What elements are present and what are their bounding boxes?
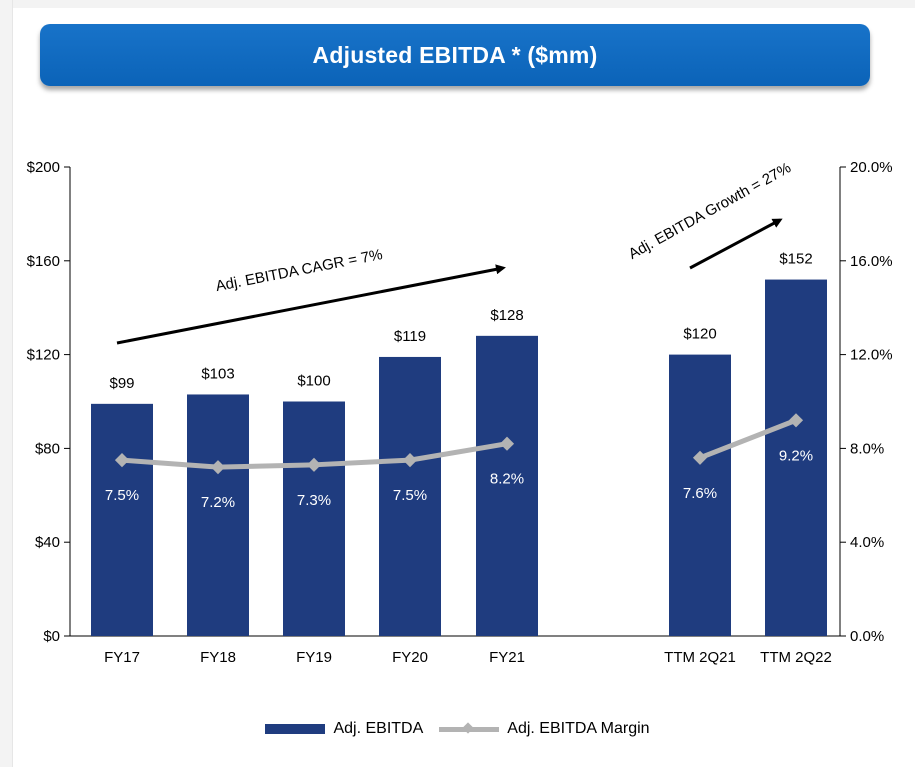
growth-annotation: Adj. EBITDA Growth = 27% [626, 159, 794, 263]
chart-legend: Adj. EBITDA Adj. EBITDA Margin [0, 720, 915, 738]
bar-value-label: $103 [201, 365, 234, 382]
cagr-annotation: Adj. EBITDA CAGR = 7% [214, 246, 384, 295]
x-tick-label: FY18 [200, 649, 236, 666]
margin-marker [499, 436, 515, 451]
margin-marker [402, 453, 418, 468]
y-tick-label-right: 0.0% [850, 628, 884, 645]
legend-bar-swatch [265, 724, 326, 734]
legend-diamond-marker [462, 721, 474, 734]
margin-value-label: 7.6% [683, 485, 717, 502]
axes-group: $0 $40 $80 $120 $160 $200 0.0% 4.0% 8.0% 12.0% 16.… [27, 159, 893, 666]
bar-value-label: $152 [779, 251, 812, 268]
x-tick-label: FY20 [392, 649, 428, 666]
x-tick-label: TTM 2Q22 [760, 649, 832, 666]
bar-value-label: $119 [394, 328, 426, 345]
margin-value-label: 7.2% [201, 494, 235, 511]
bar-adj-ebitda [476, 335, 538, 636]
bar-value-label: $100 [297, 373, 330, 390]
x-tick-label: TTM 2Q21 [664, 649, 736, 666]
y-tick-label-right: 16.0% [850, 253, 893, 270]
y-tick-label-right: 12.0% [850, 347, 893, 364]
bar-adj-ebitda [187, 394, 249, 636]
y-tick-label-left: $40 [35, 534, 60, 551]
x-tick-label: FY17 [104, 649, 140, 666]
cagr-arrow [116, 264, 506, 345]
bar-adj-ebitda [379, 356, 441, 636]
margin-value-label: 9.2% [779, 447, 813, 464]
chart-title: Adjusted EBITDA * ($mm) [312, 41, 598, 68]
margin-value-label: 7.5% [393, 487, 427, 504]
y-tick-label-left: $200 [27, 159, 60, 176]
margin-marker [210, 460, 226, 475]
legend-line-swatch [439, 721, 500, 734]
bar-adj-ebitda [91, 403, 153, 636]
margin-value-label: 8.2% [490, 471, 524, 488]
bar-value-label: $120 [683, 326, 716, 343]
legend-label-margin: Adj. EBITDA Margin [507, 720, 650, 737]
bar-value-label: $99 [109, 375, 134, 392]
window-left-strip [0, 0, 13, 767]
bar-value-label: $128 [490, 307, 523, 324]
growth-arrow [689, 218, 783, 270]
y-tick-label-right: 20.0% [850, 159, 893, 176]
bar-adj-ebitda [283, 401, 345, 636]
y-tick-label-left: $80 [35, 440, 60, 457]
bar-adj-ebitda [765, 279, 827, 636]
y-tick-label-right: 4.0% [850, 534, 884, 551]
margin-value-label: 7.5% [105, 487, 139, 504]
margin-marker [788, 413, 804, 428]
x-tick-label: FY21 [489, 649, 525, 666]
margin-marker [306, 457, 322, 472]
y-tick-label-left: $0 [43, 628, 60, 645]
margin-line-group [114, 413, 804, 475]
margin-marker [114, 453, 130, 468]
bar-adj-ebitda [669, 354, 731, 636]
legend-item-line: Adj. EBITDA Margin [439, 720, 650, 738]
x-tick-label: FY19 [296, 649, 332, 666]
window-top-strip [0, 0, 915, 8]
margin-marker [692, 450, 708, 465]
legend-label-ebitda: Adj. EBITDA [333, 720, 424, 737]
data-labels-group: $99 $103 $100 $119 $128 $120 $152 7.5% 7.2% 7.3% 7… [105, 251, 813, 512]
margin-value-label: 7.3% [297, 492, 331, 509]
chart-title-banner: Adjusted EBITDA * ($mm) [40, 24, 870, 86]
y-tick-label-right: 8.0% [850, 440, 884, 457]
margin-line [697, 417, 799, 461]
bars-group [91, 279, 827, 636]
legend-item-bar: Adj. EBITDA [265, 720, 423, 738]
y-tick-label-left: $120 [27, 347, 60, 364]
y-tick-label-left: $160 [27, 253, 60, 270]
